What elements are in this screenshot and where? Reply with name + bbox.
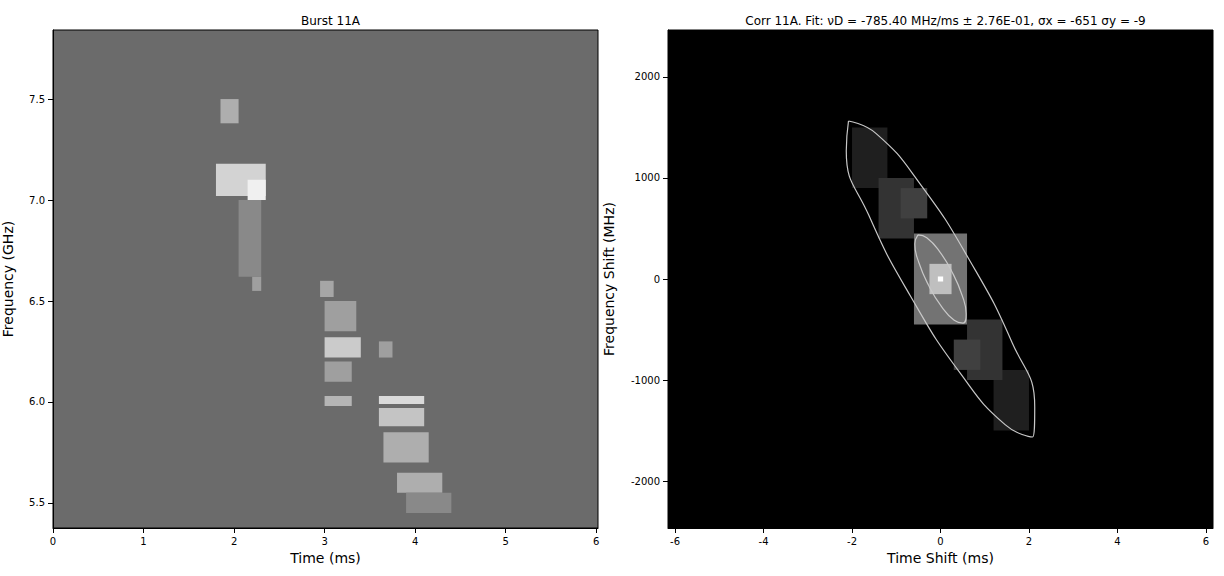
svg-text:Corr 11A. Fit: νD = -785.40 MH: Corr 11A. Fit: νD = -785.40 MHz/ms ± 2.7… — [745, 14, 1145, 28]
svg-text:1: 1 — [140, 536, 146, 547]
svg-text:5: 5 — [502, 536, 508, 547]
svg-text:2000: 2000 — [635, 71, 660, 82]
svg-text:2: 2 — [1026, 536, 1032, 547]
svg-text:6: 6 — [1203, 536, 1209, 547]
svg-text:-2000: -2000 — [631, 476, 660, 487]
svg-text:-4: -4 — [759, 536, 769, 547]
svg-text:-2: -2 — [847, 536, 857, 547]
svg-text:Burst 11A: Burst 11A — [301, 14, 361, 28]
svg-text:6.0: 6.0 — [29, 396, 45, 407]
svg-text:0: 0 — [50, 536, 56, 547]
svg-text:6.5: 6.5 — [29, 296, 45, 307]
svg-text:4: 4 — [412, 536, 418, 547]
svg-text:0: 0 — [937, 536, 943, 547]
svg-text:-6: -6 — [670, 536, 680, 547]
svg-text:2: 2 — [231, 536, 237, 547]
svg-text:3: 3 — [321, 536, 327, 547]
svg-text:Time (ms): Time (ms) — [289, 550, 361, 566]
svg-text:Frequency Shift (MHz): Frequency Shift (MHz) — [601, 202, 617, 356]
svg-text:0: 0 — [654, 274, 660, 285]
svg-text:6: 6 — [593, 536, 599, 547]
svg-text:-1000: -1000 — [631, 375, 660, 386]
svg-text:4: 4 — [1114, 536, 1120, 547]
svg-text:7.5: 7.5 — [29, 94, 45, 105]
svg-text:5.5: 5.5 — [29, 497, 45, 508]
svg-text:1000: 1000 — [635, 172, 660, 183]
svg-text:7.0: 7.0 — [29, 195, 45, 206]
svg-text:Time Shift (ms): Time Shift (ms) — [886, 550, 994, 566]
svg-text:Frequency (GHz): Frequency (GHz) — [0, 221, 16, 337]
